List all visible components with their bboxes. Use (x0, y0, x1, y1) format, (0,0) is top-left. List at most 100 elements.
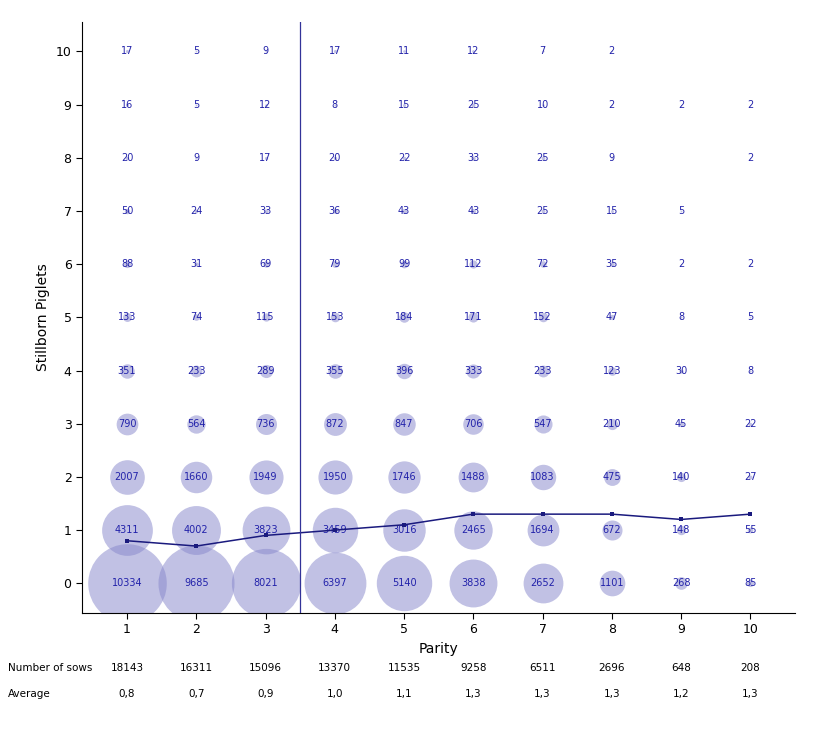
Text: 27: 27 (743, 472, 756, 482)
Point (604, 577, 618, 589)
Point (604, 258, 618, 270)
Text: 2652: 2652 (530, 579, 554, 588)
Point (259, 471, 272, 483)
Text: 18143: 18143 (111, 663, 143, 673)
Text: 123: 123 (602, 365, 620, 376)
Point (743, 152, 756, 164)
Text: 184: 184 (395, 312, 413, 323)
Text: 50: 50 (120, 206, 133, 216)
Point (743, 524, 756, 536)
Point (259, 205, 272, 217)
Text: 85: 85 (744, 579, 756, 588)
Text: 9258: 9258 (459, 663, 486, 673)
Point (604, 46, 618, 58)
Point (604, 365, 618, 376)
Text: 475: 475 (602, 472, 621, 482)
Text: 355: 355 (325, 365, 344, 376)
Text: 4002: 4002 (183, 525, 208, 535)
Text: 2: 2 (677, 259, 683, 269)
Point (604, 99, 618, 111)
Point (259, 311, 272, 323)
Point (674, 258, 687, 270)
Text: 0,8: 0,8 (119, 689, 135, 699)
Text: 11535: 11535 (387, 663, 420, 673)
Point (743, 258, 756, 270)
Text: 152: 152 (532, 312, 551, 323)
Text: 2696: 2696 (598, 663, 624, 673)
Text: 1950: 1950 (322, 472, 346, 482)
Text: 31: 31 (190, 259, 202, 269)
Point (674, 365, 687, 376)
Point (259, 577, 272, 589)
Text: 648: 648 (671, 663, 690, 673)
Text: 210: 210 (602, 418, 620, 429)
Point (536, 258, 549, 270)
Point (604, 471, 618, 483)
Text: 6397: 6397 (322, 579, 346, 588)
Point (259, 152, 272, 164)
Point (743, 577, 756, 589)
Text: 672: 672 (602, 525, 621, 535)
Point (743, 365, 756, 376)
Text: 25: 25 (536, 153, 548, 163)
Point (397, 365, 410, 376)
Point (120, 46, 133, 58)
Point (674, 524, 687, 536)
Text: 10: 10 (536, 100, 548, 109)
Point (120, 152, 133, 164)
Text: 25: 25 (467, 100, 479, 109)
Text: 45: 45 (674, 418, 686, 429)
Text: 12: 12 (467, 46, 479, 56)
Text: 8: 8 (677, 312, 683, 323)
Text: 20: 20 (328, 153, 341, 163)
Text: 171: 171 (464, 312, 482, 323)
Text: 11: 11 (397, 46, 410, 56)
Point (189, 471, 202, 483)
Point (536, 99, 549, 111)
Text: 74: 74 (190, 312, 202, 323)
Y-axis label: Stillborn Piglets: Stillborn Piglets (36, 263, 50, 371)
Text: 208: 208 (740, 663, 759, 673)
Text: 72: 72 (536, 259, 548, 269)
Text: 233: 233 (532, 365, 551, 376)
Point (259, 418, 272, 430)
Point (466, 524, 479, 536)
Point (120, 365, 133, 376)
Point (397, 577, 410, 589)
Text: 30: 30 (674, 365, 686, 376)
Point (536, 311, 549, 323)
Point (120, 311, 133, 323)
Point (189, 205, 202, 217)
Text: 1,1: 1,1 (396, 689, 412, 699)
Point (397, 418, 410, 430)
Text: 2: 2 (746, 259, 753, 269)
Text: 16311: 16311 (179, 663, 213, 673)
Text: 2: 2 (746, 100, 753, 109)
Text: 43: 43 (397, 206, 410, 216)
Text: 24: 24 (190, 206, 202, 216)
Text: 79: 79 (328, 259, 341, 269)
Point (466, 99, 479, 111)
Point (604, 311, 618, 323)
Text: 5: 5 (193, 100, 199, 109)
Text: 148: 148 (671, 525, 690, 535)
Point (397, 471, 410, 483)
Text: 396: 396 (395, 365, 413, 376)
Point (120, 205, 133, 217)
Text: 3823: 3823 (253, 525, 278, 535)
Text: 268: 268 (671, 579, 690, 588)
Text: 99: 99 (397, 259, 410, 269)
Text: 233: 233 (187, 365, 206, 376)
Text: Number of sows: Number of sows (8, 663, 93, 673)
Text: 2465: 2465 (460, 525, 485, 535)
Point (536, 152, 549, 164)
Point (189, 152, 202, 164)
Point (189, 311, 202, 323)
Point (189, 258, 202, 270)
Text: 15: 15 (605, 206, 618, 216)
Text: 140: 140 (671, 472, 690, 482)
Text: 1,0: 1,0 (326, 689, 342, 699)
Text: 16: 16 (120, 100, 133, 109)
Text: 0,7: 0,7 (188, 689, 204, 699)
Text: 36: 36 (328, 206, 341, 216)
